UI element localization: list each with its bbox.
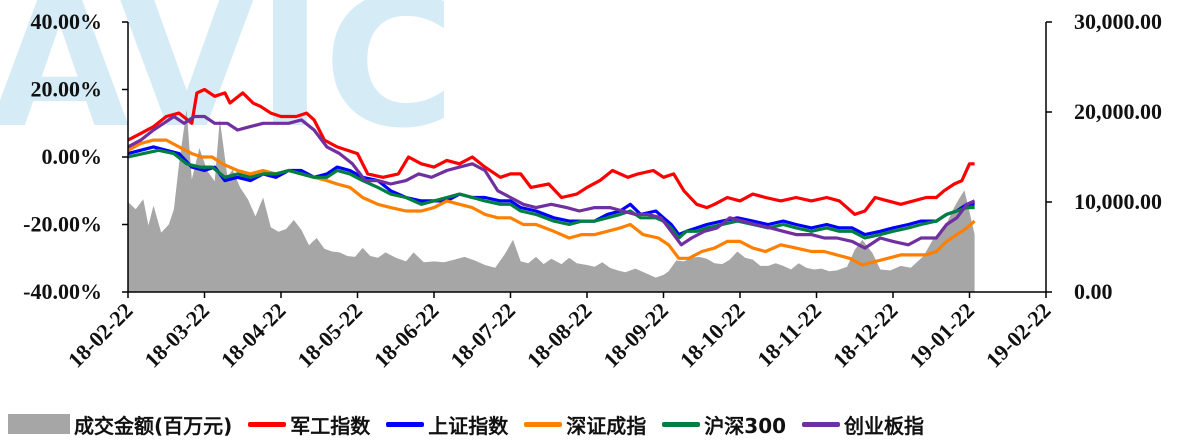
x-tick-label: 18-12-22: [828, 298, 903, 373]
x-tick-label: 18-03-22: [139, 298, 214, 373]
y-left-tick-label: 40.00%: [31, 9, 103, 34]
y-left-tick-label: 0.00%: [42, 144, 103, 169]
x-tick-label: 18-02-22: [63, 298, 138, 373]
y-left-tick-label: 20.00%: [31, 77, 103, 102]
x-tick-label: 18-09-22: [598, 298, 673, 373]
x-tick-label: 18-07-22: [445, 298, 520, 373]
legend-label-volume: 成交金额(百万元): [74, 413, 233, 438]
legend-label-junggong: 军工指数: [290, 413, 371, 438]
chart-canvas: AVIC 40.00% 20.00% 0.00% -20.00% -40.00% 30,0…: [0, 0, 1162, 373]
watermark-text: AVIC: [0, 0, 455, 168]
legend-item-series-1: 上证指数: [386, 410, 508, 439]
legend-swatch-shenzhen: [524, 421, 563, 427]
legend-label-shanghai: 上证指数: [428, 413, 509, 438]
legend-item-series-2: 深证成指: [524, 410, 646, 439]
legend-label-shenzhen: 深证成指: [566, 413, 647, 438]
x-tick-label: 18-08-22: [522, 298, 597, 373]
y-left-tick-label: -20.00%: [23, 212, 102, 237]
legend-swatch-chinext: [802, 421, 841, 427]
legend-item-series-0: 军工指数: [248, 410, 370, 439]
watermark: AVIC: [0, 0, 455, 168]
legend-swatch-volume: [8, 414, 70, 434]
legend-swatch-junggong: [248, 421, 287, 427]
volume-area: [128, 109, 975, 292]
volume-layer: [128, 109, 975, 292]
series-layer: [127, 87, 976, 267]
series-line-1: [127, 145, 975, 237]
x-tick-label: 18-10-22: [675, 298, 750, 373]
y-right-tick-label: 30,000.00: [1074, 9, 1162, 34]
x-tick-label: 18-11-22: [752, 298, 826, 372]
x-tick-label: 18-05-22: [292, 298, 367, 373]
x-tick-label: 18-04-22: [216, 298, 291, 373]
series-line-3: [127, 148, 975, 240]
legend-swatch-shanghai: [386, 421, 425, 427]
legend-item-series-3: 沪深300: [662, 410, 786, 439]
legend-label-chinext: 创业板指: [844, 413, 925, 438]
x-tick-label: 18-06-22: [369, 298, 444, 373]
legend-item-series-4: 创业板指: [802, 410, 924, 439]
y-right-tick-label: 0.00: [1074, 279, 1113, 304]
y-left-tick-label: -40.00%: [23, 279, 102, 304]
x-tick-label: 19-02-22: [981, 298, 1056, 373]
legend-item-volume: 成交金额(百万元): [8, 410, 232, 439]
legend-swatch-hs300: [662, 421, 701, 427]
legend: 成交金额(百万元) 军工指数 上证指数 深证成指 沪深300 创业板指: [8, 408, 1192, 440]
x-tick-label: 19-01-22: [904, 298, 979, 373]
series-line-4: [127, 114, 976, 250]
series-line-2: [127, 138, 976, 267]
y-right-tick-label: 20,000.00: [1074, 99, 1162, 124]
series-line-0: [127, 87, 975, 216]
y-right-tick-label: 10,000.00: [1074, 189, 1162, 214]
legend-label-hs300: 沪深300: [704, 413, 787, 438]
